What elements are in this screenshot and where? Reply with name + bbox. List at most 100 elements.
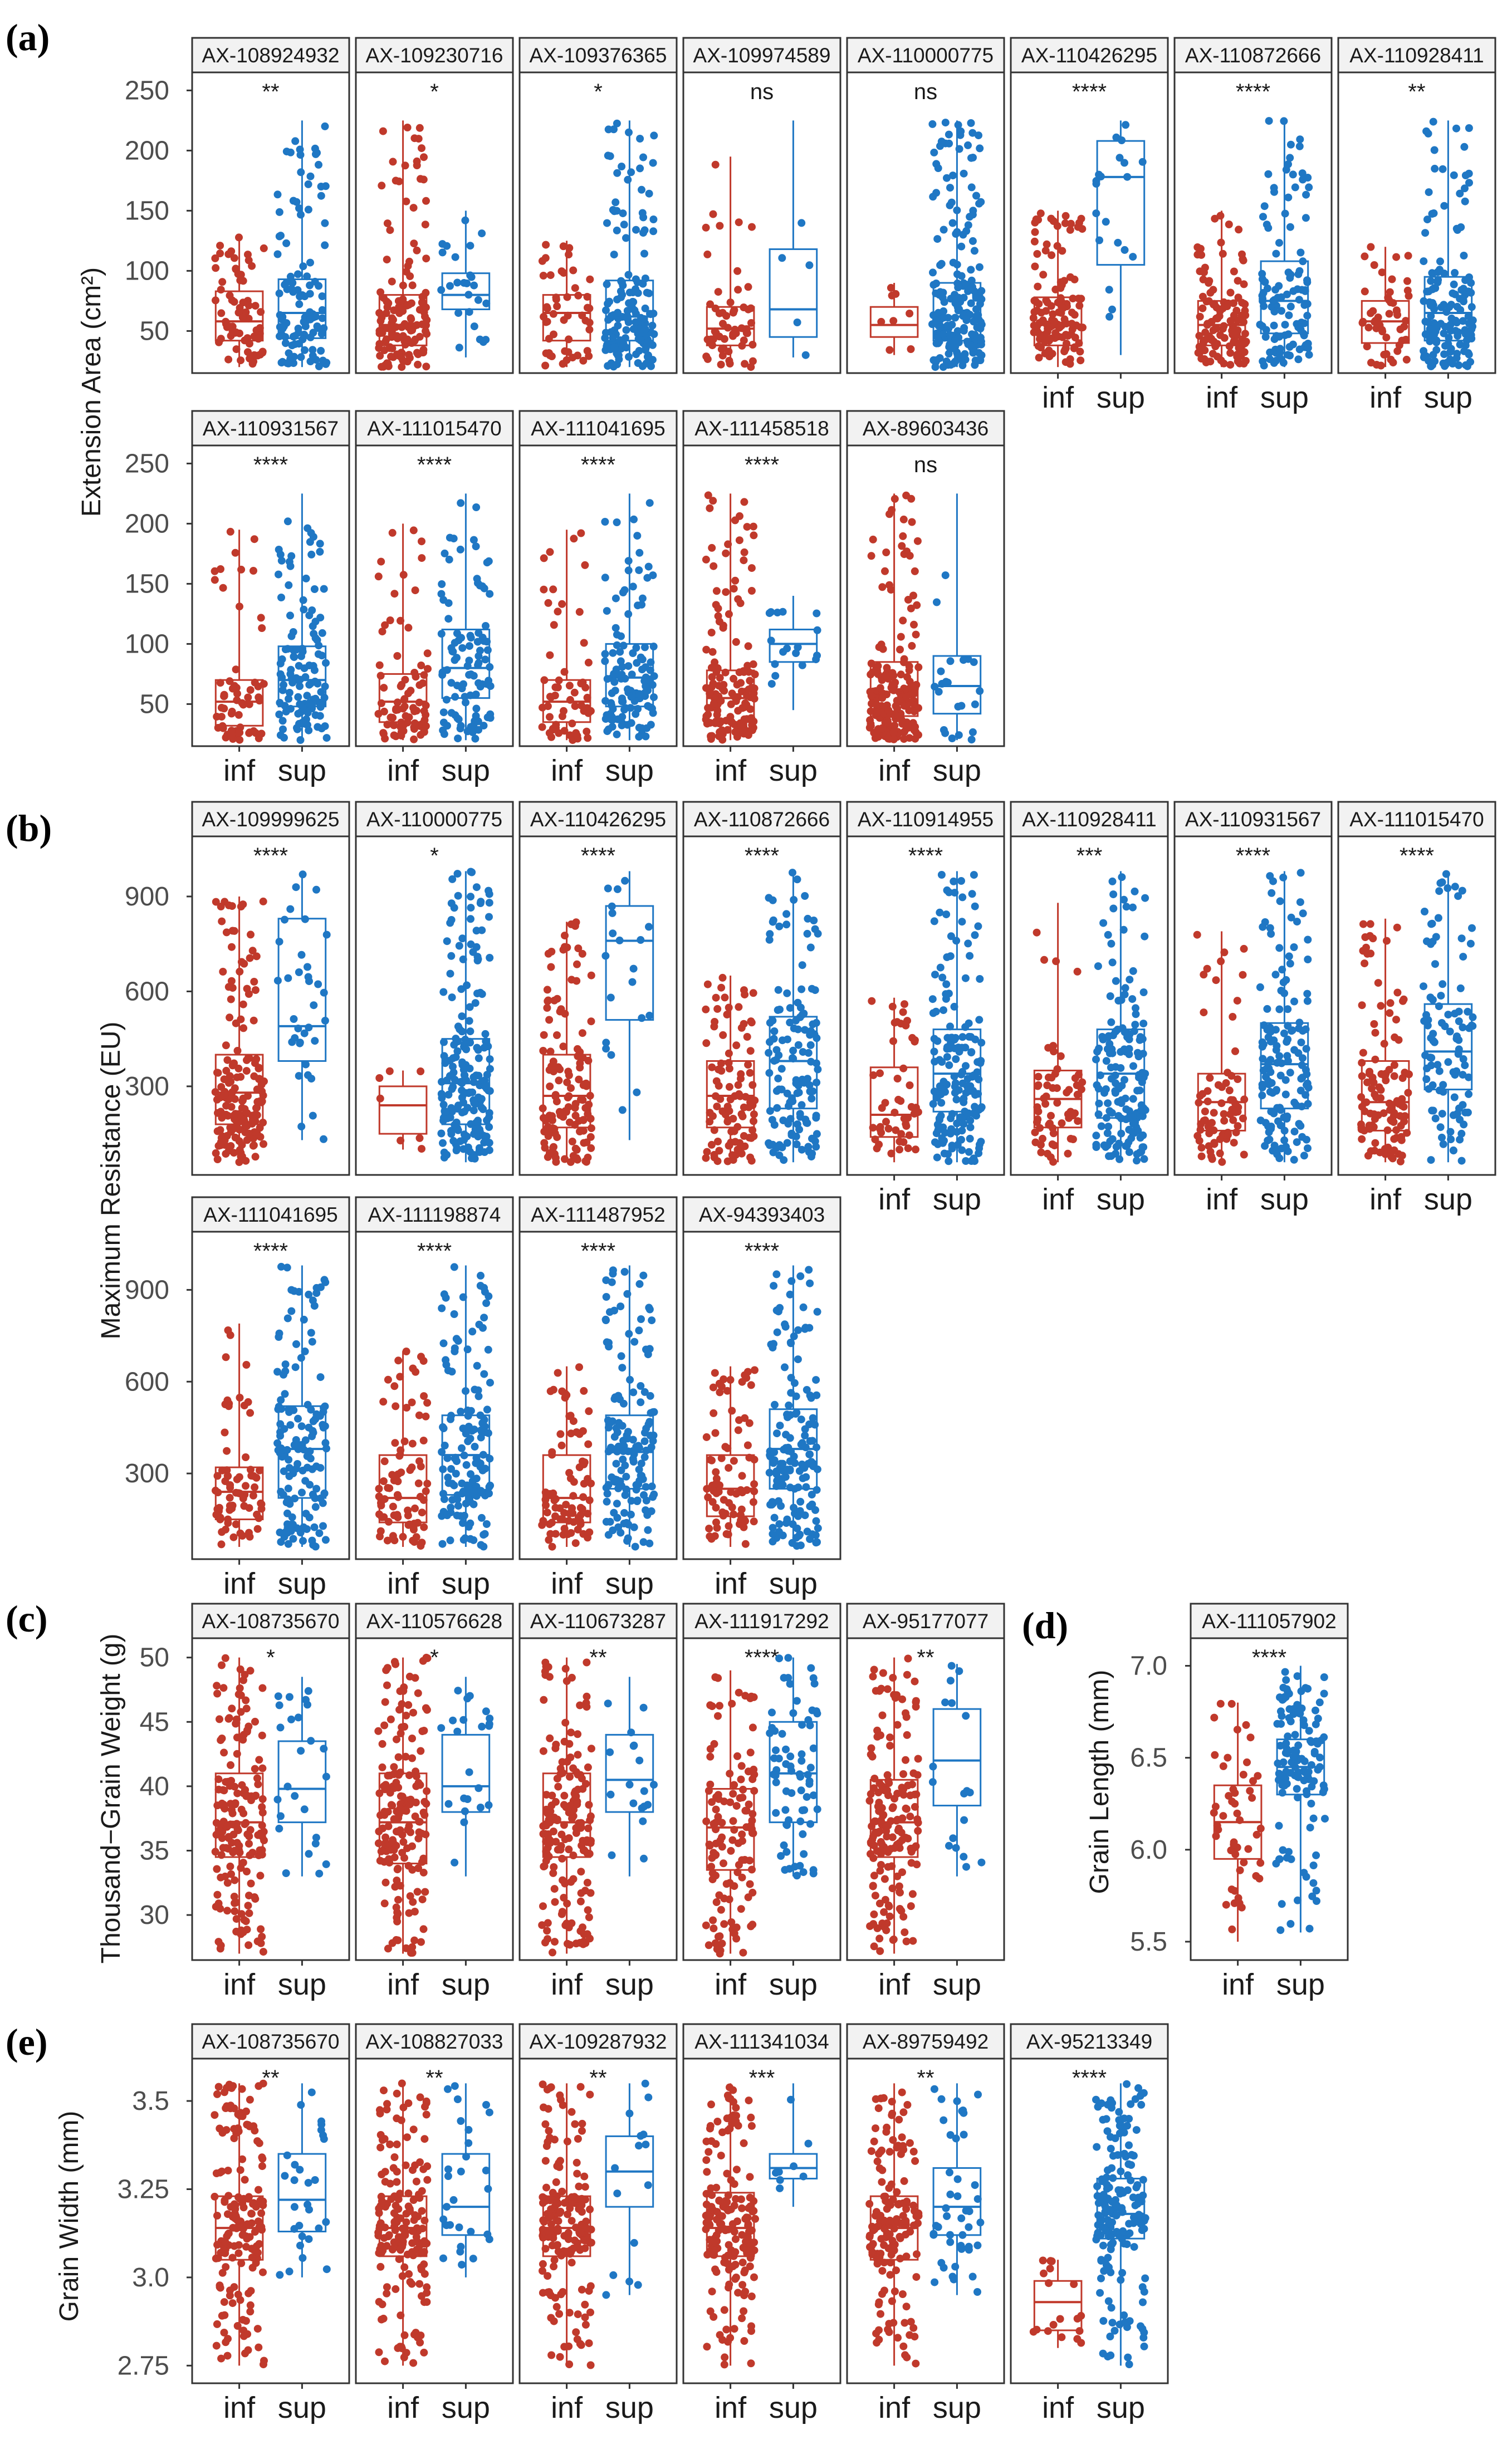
- data-point-inf: [751, 670, 759, 678]
- data-point-sup: [643, 574, 652, 582]
- x-category-label: sup: [278, 754, 326, 787]
- data-point-sup: [1121, 1076, 1128, 1084]
- data-point-sup: [937, 667, 945, 675]
- data-point-sup: [794, 998, 802, 1007]
- data-point-inf: [249, 1491, 257, 1500]
- data-point-sup: [1304, 935, 1312, 944]
- data-point-inf: [217, 1540, 226, 1549]
- data-point-inf: [746, 1047, 755, 1055]
- data-point-sup: [1453, 350, 1461, 358]
- data-point-sup: [444, 1090, 453, 1099]
- x-category-label: inf: [1369, 381, 1402, 414]
- data-point-sup: [1440, 329, 1448, 337]
- data-point-inf: [236, 1394, 244, 1402]
- data-point-sup: [1095, 1045, 1103, 1052]
- data-point-sup: [603, 219, 611, 227]
- data-point-inf: [1240, 348, 1249, 356]
- boxplot-sup: [437, 493, 495, 743]
- data-point-sup: [1258, 1091, 1266, 1100]
- data-point-sup: [297, 353, 305, 361]
- data-point-inf: [415, 1134, 424, 1142]
- data-point-sup: [964, 141, 972, 149]
- data-point-sup: [1120, 895, 1128, 904]
- data-point-sup: [766, 1141, 774, 1149]
- data-point-sup: [1449, 1068, 1457, 1076]
- data-point-inf: [1049, 310, 1057, 319]
- data-point-inf: [410, 134, 419, 143]
- data-point-sup: [958, 1067, 967, 1076]
- box-iqr: [542, 1054, 591, 1129]
- data-point-sup: [641, 304, 649, 312]
- data-point-inf: [1364, 324, 1373, 332]
- data-point-sup: [957, 242, 966, 251]
- boxplot-sup: [931, 493, 984, 744]
- data-point-inf: [379, 729, 388, 737]
- data-point-inf: [702, 555, 710, 564]
- data-point-sup: [462, 1387, 469, 1395]
- data-point-sup: [601, 518, 609, 526]
- data-point-sup: [966, 1134, 974, 1143]
- data-point-sup: [952, 1055, 960, 1063]
- data-point-inf: [744, 283, 752, 291]
- data-point-sup: [282, 239, 291, 247]
- significance-label: **: [1408, 80, 1425, 104]
- data-point-inf: [245, 1129, 253, 1138]
- data-point-sup: [808, 984, 816, 993]
- data-point-inf: [393, 698, 402, 707]
- data-point-sup: [1422, 1011, 1430, 1019]
- data-point-sup: [940, 1077, 948, 1086]
- data-point-sup: [783, 989, 791, 997]
- data-point-inf: [540, 554, 548, 562]
- data-point-sup: [315, 282, 323, 290]
- data-point-inf: [1209, 286, 1217, 294]
- y-axis-label: Maximum Resistance (EU): [96, 1022, 126, 1340]
- data-point-sup: [1304, 340, 1312, 347]
- data-point-sup: [1455, 1045, 1463, 1054]
- data-point-inf: [750, 684, 759, 693]
- data-point-inf: [914, 663, 923, 672]
- data-point-sup: [605, 297, 614, 306]
- data-point-inf: [557, 1441, 566, 1449]
- data-point-sup: [1294, 355, 1303, 364]
- data-point-sup: [1092, 209, 1100, 218]
- data-point-sup: [613, 119, 621, 128]
- data-point-inf: [1361, 287, 1369, 296]
- data-point-inf: [423, 1480, 432, 1488]
- data-point-inf: [554, 1369, 562, 1377]
- data-point-inf: [1206, 357, 1215, 366]
- data-point-sup: [299, 704, 307, 712]
- data-point-inf: [1393, 347, 1402, 355]
- boxplot-sup: [275, 493, 331, 744]
- data-point-sup: [625, 1330, 633, 1338]
- data-point-inf: [239, 1024, 248, 1032]
- data-point-inf: [1217, 238, 1225, 247]
- data-point-sup: [291, 1034, 299, 1042]
- data-point-sup: [977, 337, 985, 346]
- data-point-sup: [1444, 1058, 1452, 1066]
- data-point-inf: [217, 1141, 225, 1149]
- data-point-inf: [389, 316, 397, 324]
- data-point-sup: [467, 893, 474, 901]
- data-point-sup: [1437, 992, 1445, 1000]
- data-point-inf: [871, 1135, 879, 1144]
- data-point-inf: [224, 250, 233, 258]
- data-point-sup: [279, 725, 287, 733]
- data-point-sup: [1121, 246, 1129, 254]
- data-point-sup: [1459, 1101, 1467, 1109]
- data-point-sup: [453, 1457, 461, 1466]
- data-point-inf: [217, 309, 226, 317]
- data-point-sup: [293, 725, 301, 733]
- data-point-inf: [714, 612, 722, 620]
- data-point-sup: [1286, 1069, 1294, 1077]
- data-point-sup: [604, 316, 613, 324]
- data-point-sup: [1289, 287, 1298, 295]
- data-point-sup: [477, 1271, 485, 1280]
- data-point-inf: [222, 1041, 230, 1050]
- data-point-inf: [560, 668, 569, 676]
- data-point-sup: [1285, 343, 1294, 351]
- data-point-inf: [550, 330, 557, 339]
- data-point-sup: [463, 1345, 472, 1354]
- data-point-sup: [1432, 338, 1441, 346]
- data-point-inf: [585, 325, 594, 334]
- data-point-sup: [812, 1111, 820, 1120]
